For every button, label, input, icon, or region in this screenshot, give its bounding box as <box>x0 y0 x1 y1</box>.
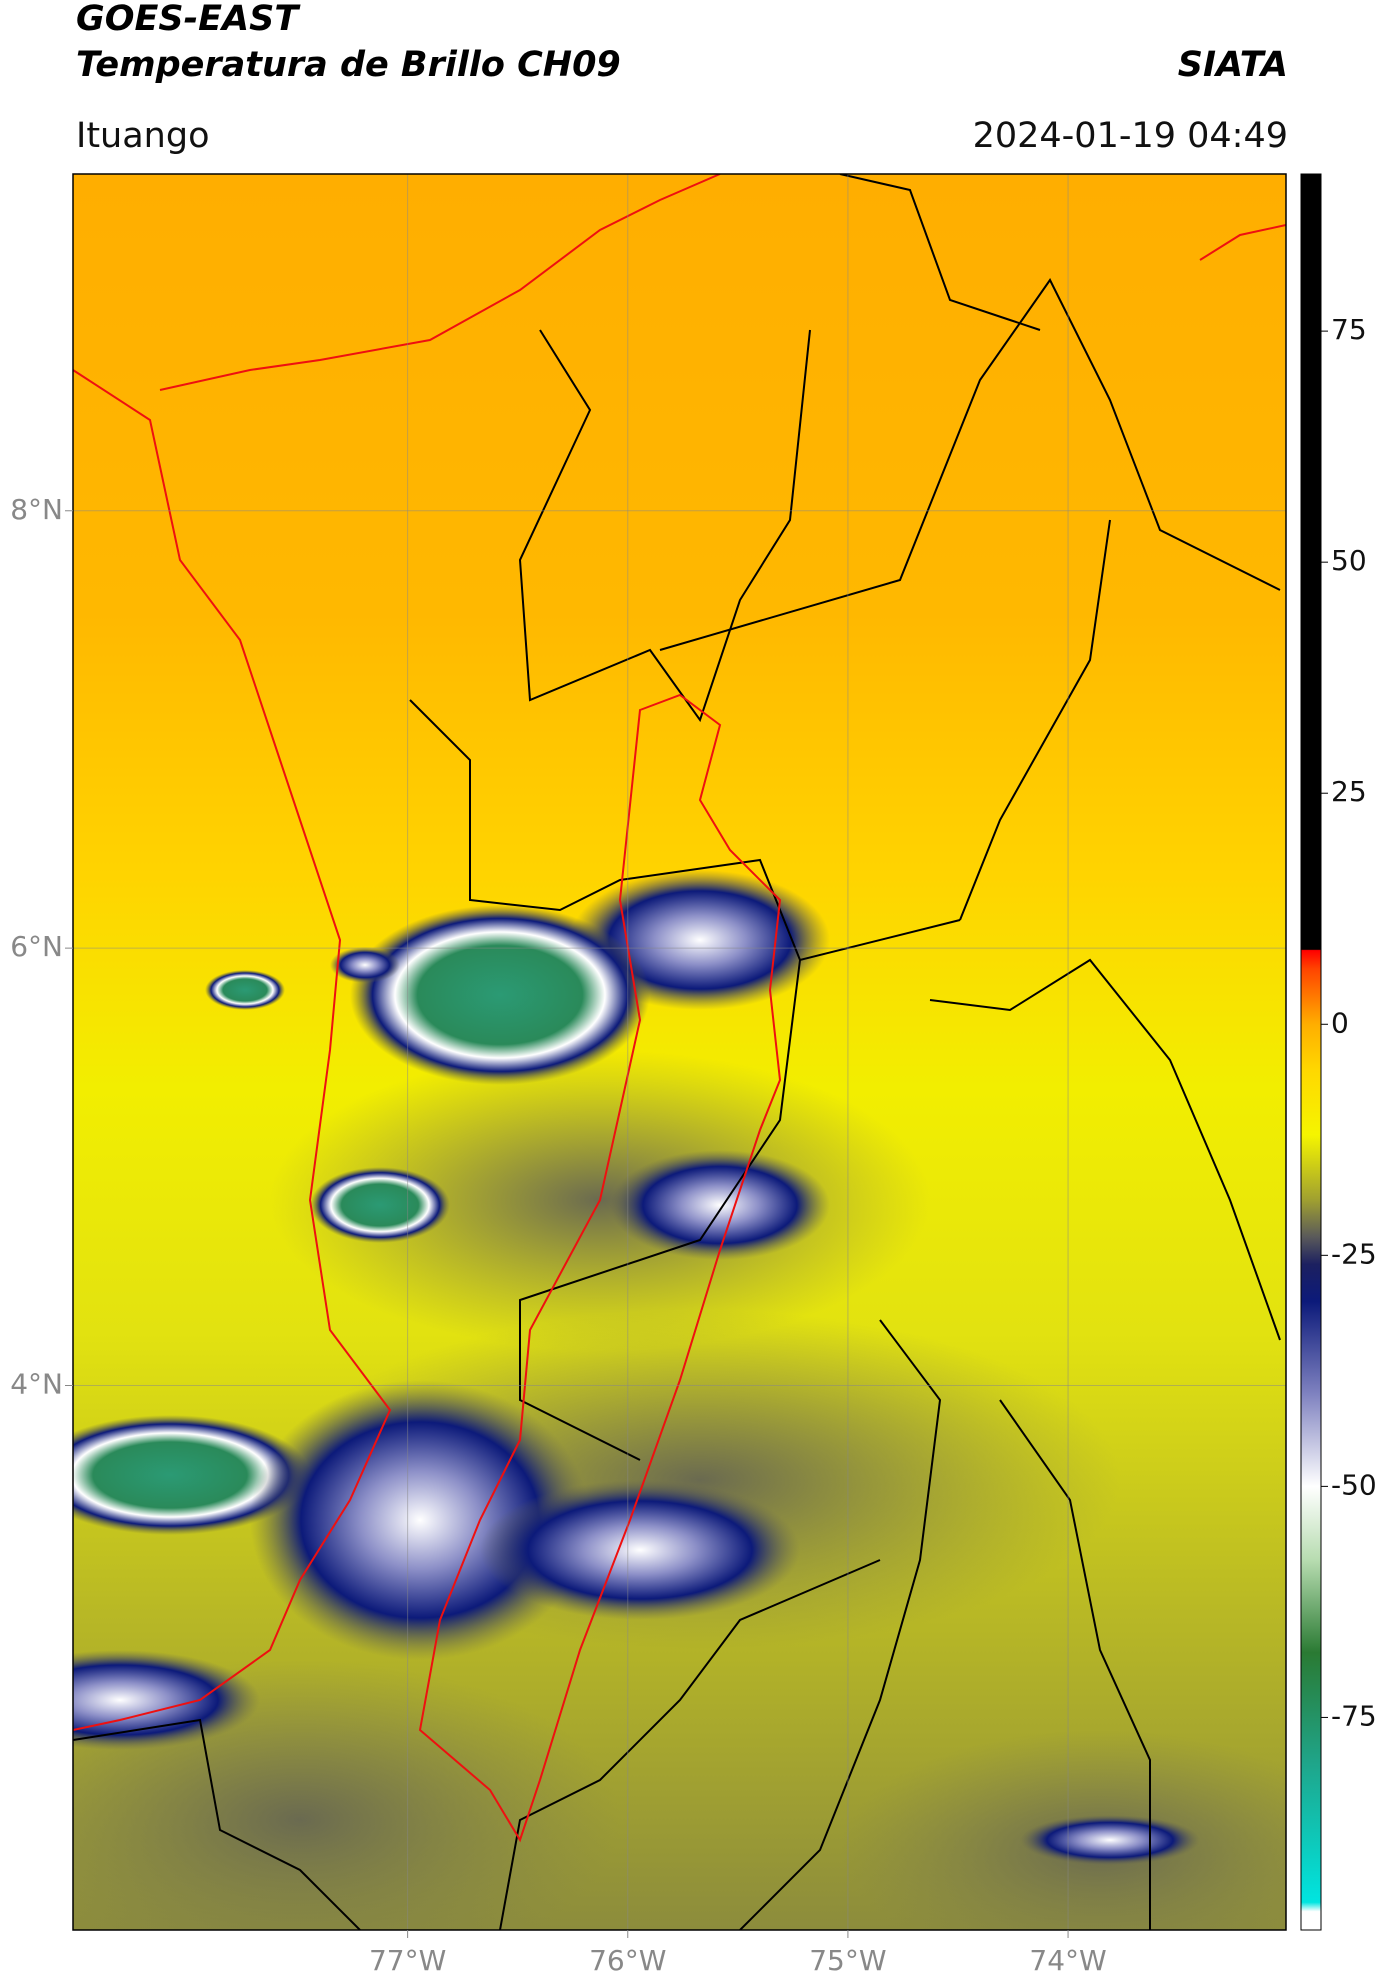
colorbar-tick-label: -50 <box>1331 1468 1377 1501</box>
ticks: 77°W 76°W 75°W 74°W 8°N 6°N 4°N <box>10 493 1106 1977</box>
boundary <box>999 1399 1151 1930</box>
colorbar-tick-label: -25 <box>1331 1237 1377 1270</box>
map-field <box>73 174 1286 1930</box>
x-tick-label: 75°W <box>809 1944 886 1977</box>
boundary <box>839 174 1041 331</box>
boundary <box>929 958 1281 1341</box>
boundaries <box>73 174 1281 1930</box>
y-tick-label: 8°N <box>10 493 63 526</box>
cloud-cell <box>205 970 285 1010</box>
boundary <box>659 278 1281 651</box>
boundary <box>409 699 961 962</box>
colorbar: 75 50 25 0 -25 -50 -75 <box>1300 173 1377 1931</box>
x-tick-label: 77°W <box>369 1944 446 1977</box>
cloud-cell <box>73 1650 260 1750</box>
map-frame <box>72 173 1287 1931</box>
datetime: 2024-01-19 04:49 <box>973 116 1288 156</box>
cloud-cell <box>330 947 400 983</box>
y-tick-label: 4°N <box>10 1367 63 1400</box>
cloud-cell <box>480 1480 800 1620</box>
title: GOES-EAST <box>76 0 301 39</box>
grid <box>73 174 1286 1930</box>
cloud-cell <box>310 1167 450 1243</box>
location: Ituango <box>76 116 210 156</box>
coastline <box>159 174 721 391</box>
boundary <box>499 1559 881 1930</box>
colorbar-tick-label: 50 <box>1331 544 1367 577</box>
boundary <box>73 1718 361 1930</box>
boundary <box>959 519 1111 921</box>
x-tick-label: 76°W <box>589 1944 666 1977</box>
colorbar-tick-label: -75 <box>1331 1699 1377 1732</box>
colorbar-tick-label: 75 <box>1331 313 1367 346</box>
coastline <box>73 369 392 1731</box>
colorbar-tick-label: 0 <box>1331 1006 1349 1039</box>
cloud-cell <box>73 1415 310 1535</box>
red-outlines <box>73 174 1286 1843</box>
colorbar-scale <box>1300 173 1322 1931</box>
cloud-cell <box>610 1150 830 1260</box>
subtitle: Temperatura de Brillo CH09 <box>76 45 621 85</box>
boundary <box>739 1319 942 1930</box>
cloud-cell <box>250 1380 590 1660</box>
source: SIATA <box>1178 45 1288 85</box>
cloud-cell <box>1020 1815 1200 1865</box>
x-tick-label: 74°W <box>1029 1944 1106 1977</box>
colorbar-tick-label: 25 <box>1331 775 1367 808</box>
cloud-cell <box>350 905 650 1085</box>
boundary <box>519 959 801 1461</box>
boundary <box>518 329 811 723</box>
basin-outline <box>418 693 782 1843</box>
y-tick-label: 6°N <box>10 930 63 963</box>
coastline <box>1199 224 1286 261</box>
